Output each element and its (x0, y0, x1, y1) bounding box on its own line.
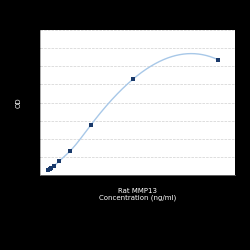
Point (131, 77, 135, 81)
X-axis label: Rat MMP13
Concentration (ng/ml): Rat MMP13 Concentration (ng/ml) (99, 188, 176, 202)
Point (89, 123, 93, 127)
Y-axis label: OD: OD (16, 97, 22, 108)
Point (52, 164, 56, 168)
Point (57, 159, 61, 163)
Point (216, 58, 220, 62)
Point (46, 168, 50, 172)
Point (68, 150, 72, 154)
Point (49, 166, 53, 170)
Point (48, 167, 52, 171)
